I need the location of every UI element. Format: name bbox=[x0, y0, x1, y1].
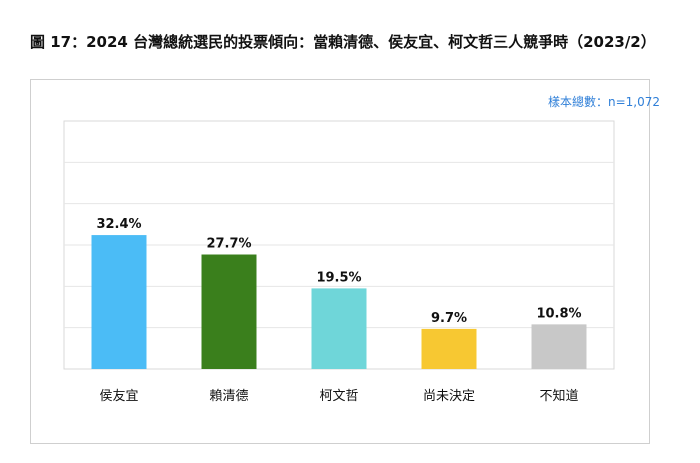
sample-size-annotation: 樣本總數：n=1,072 bbox=[547, 95, 660, 109]
category-label-2: 賴清德 bbox=[209, 389, 248, 404]
bars bbox=[91, 235, 587, 369]
data-label-1: 32.4% bbox=[96, 217, 141, 232]
bar-3 bbox=[311, 288, 367, 369]
bar-4 bbox=[421, 328, 477, 369]
category-label-1: 侯友宜 bbox=[99, 388, 138, 404]
data-labels: 32.4% 27.7% 19.5% 9.7% 10.8% bbox=[96, 217, 581, 326]
bar-2 bbox=[201, 254, 257, 369]
data-label-3: 19.5% bbox=[316, 270, 361, 285]
chart-title: 圖 17：2024 台灣總統選民的投票傾向：當賴清德、侯友宜、柯文哲三人競爭時（… bbox=[30, 33, 656, 51]
category-labels: 侯友宜 賴清德 柯文哲 尚未決定 不知道 bbox=[99, 388, 578, 404]
data-label-5: 10.8% bbox=[536, 306, 581, 321]
bar-5 bbox=[531, 324, 587, 369]
category-label-5: 不知道 bbox=[539, 388, 578, 404]
grid-lines bbox=[63, 120, 615, 370]
category-label-3: 柯文哲 bbox=[319, 389, 358, 404]
data-label-2: 27.7% bbox=[206, 237, 251, 252]
data-label-4: 9.7% bbox=[431, 311, 467, 326]
bar-1 bbox=[91, 235, 147, 369]
category-label-4: 尚未決定 bbox=[423, 389, 475, 404]
